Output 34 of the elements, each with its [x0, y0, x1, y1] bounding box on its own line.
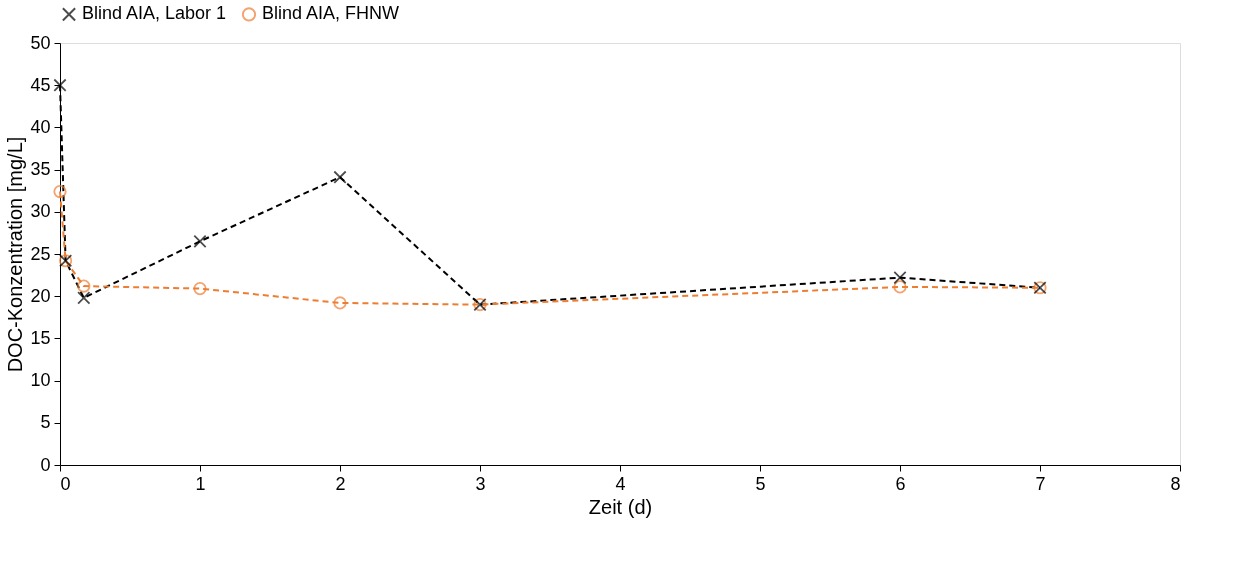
x-tick-label: 0 [60, 473, 71, 494]
x-tick-label: 1 [195, 473, 206, 494]
x-tick-label: 5 [755, 473, 766, 494]
y-tick-label: 20 [30, 285, 51, 306]
y-tick-label: 50 [30, 32, 51, 53]
x-tick-label: 4 [615, 473, 626, 494]
y-tick-label: 5 [40, 412, 51, 433]
y-tick-label: 25 [30, 243, 51, 264]
y-axis-title: DOC-Konzentration [mg/L] [4, 136, 27, 373]
point [893, 271, 907, 285]
x-tick-label: 7 [1035, 473, 1046, 494]
y-tick-label: 10 [30, 370, 51, 391]
y-tick-label: 0 [40, 454, 51, 475]
legend-label: Blind AIA, Labor 1 [82, 3, 227, 24]
x-tick-label: 6 [895, 473, 906, 494]
y-tick-label: 45 [30, 74, 51, 95]
y-tick-label: 35 [30, 159, 51, 180]
point [333, 296, 347, 310]
point [53, 184, 67, 199]
point [333, 170, 347, 184]
y-tick-label: 15 [30, 327, 51, 348]
point [77, 291, 91, 305]
y-tick-label: 30 [30, 201, 51, 222]
x-tick-label: 2 [335, 473, 346, 494]
x-tick-label: 3 [475, 473, 486, 494]
point [77, 279, 91, 293]
point [53, 78, 67, 92]
x-tick-label: 8 [1170, 473, 1181, 494]
legend-label: Blind AIA, FHNW [262, 3, 400, 24]
y-tick-label: 40 [30, 116, 51, 137]
x-axis-title: Zeit (d) [588, 495, 653, 518]
point [893, 280, 907, 294]
point [193, 234, 207, 248]
point [193, 282, 207, 296]
